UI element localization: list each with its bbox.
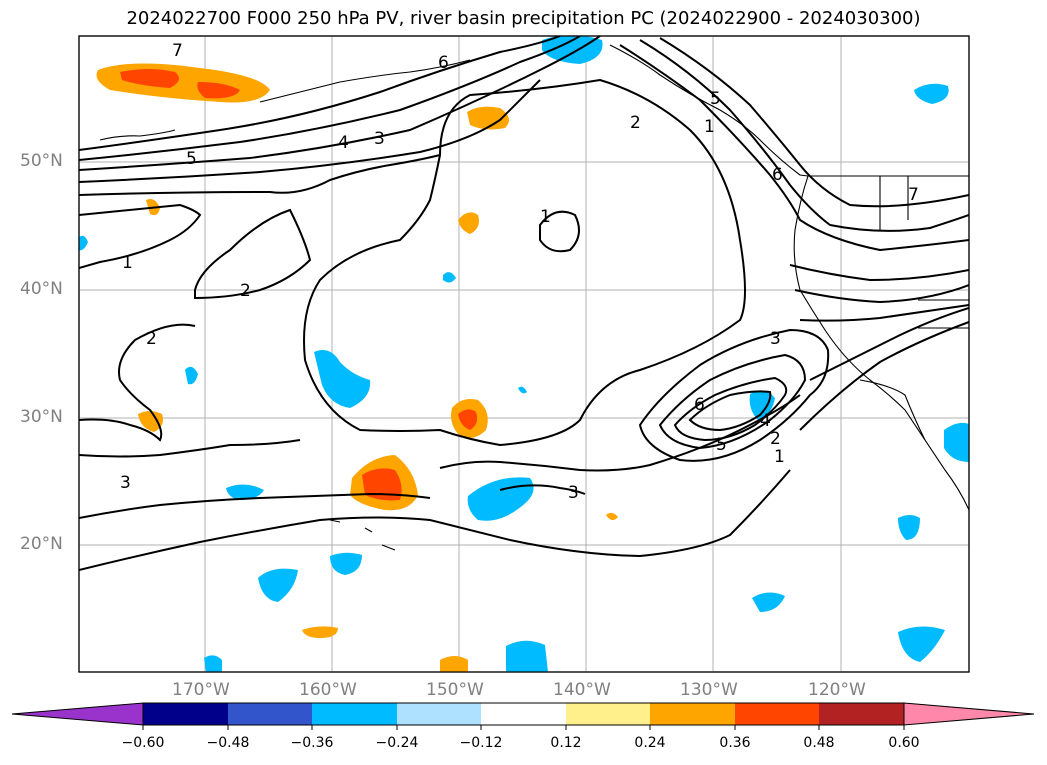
contour-label: 5 xyxy=(716,435,727,455)
lat-label: 40°N xyxy=(20,279,63,299)
contour-label: 2 xyxy=(240,281,251,301)
colorbar-seg xyxy=(143,703,228,725)
lon-label: 140°W xyxy=(553,680,611,700)
lon-label: 160°W xyxy=(299,680,357,700)
contour-label: 5 xyxy=(710,89,721,109)
contour-label: 4 xyxy=(338,133,349,153)
map-title: 2024022700 F000 250 hPa PV, river basin … xyxy=(126,8,921,29)
colorbar-seg xyxy=(228,703,312,725)
contour-label: 3 xyxy=(568,483,579,503)
lon-label: 120°W xyxy=(808,680,866,700)
colorbar-tick-label: −0.12 xyxy=(459,735,503,751)
colorbar xyxy=(11,702,1035,730)
contour-label: 4 xyxy=(760,411,771,431)
contour-label: 3 xyxy=(374,129,385,149)
contour-label: 1 xyxy=(540,207,551,227)
contour-label: 3 xyxy=(770,329,781,349)
pv-contours xyxy=(79,36,969,571)
contour-label: 5 xyxy=(186,149,197,169)
contour-label: 7 xyxy=(908,185,919,205)
contour-label: 1 xyxy=(704,117,715,137)
lon-label: 150°W xyxy=(426,680,484,700)
contour-label: 2 xyxy=(770,429,781,449)
colorbar-tick-label: −0.60 xyxy=(121,735,165,751)
contour-labels: 7 6 5 4 3 2 1 1 2 3 5 6 7 3 2 1 2 3 6 5 … xyxy=(120,41,919,503)
colorbar-tick-label: 0.60 xyxy=(888,735,920,751)
colorbar-tick-label: 0.48 xyxy=(803,735,835,751)
contour-label: 6 xyxy=(438,53,449,73)
colorbar-tick-label: −0.36 xyxy=(290,735,334,751)
contour-label: 6 xyxy=(694,395,705,415)
lon-label: 130°W xyxy=(680,680,738,700)
contour-label: 3 xyxy=(120,473,131,493)
colorbar-extend-low xyxy=(11,702,144,726)
lat-label: 30°N xyxy=(20,407,63,427)
colorbar-seg xyxy=(312,703,397,725)
colorbar-seg xyxy=(650,703,735,725)
lat-label: 50°N xyxy=(20,151,63,171)
contour-label: 2 xyxy=(630,113,641,133)
colorbar-extend-high xyxy=(903,702,1035,726)
contour-label: 1 xyxy=(122,253,133,273)
colorbar-tick-label: 0.24 xyxy=(634,735,666,751)
colorbar-tick-label: −0.24 xyxy=(375,735,419,751)
contour-label: 2 xyxy=(146,329,157,349)
contour-label: 6 xyxy=(772,165,783,185)
lat-label: 20°N xyxy=(20,534,63,554)
colorbar-seg xyxy=(397,703,481,725)
colorbar-tick-label: −0.48 xyxy=(206,735,250,751)
colorbar-seg xyxy=(566,703,650,725)
contour-label: 7 xyxy=(172,41,183,61)
contour-label: 1 xyxy=(774,447,785,467)
lon-label: 170°W xyxy=(172,680,230,700)
colorbar-tick-label: 0.36 xyxy=(719,735,751,751)
colorbar-seg xyxy=(481,703,566,725)
colorbar-tick-label: 0.12 xyxy=(550,735,582,751)
colorbar-seg xyxy=(735,703,819,725)
colorbar-seg xyxy=(819,703,904,725)
gridlines xyxy=(79,36,969,672)
